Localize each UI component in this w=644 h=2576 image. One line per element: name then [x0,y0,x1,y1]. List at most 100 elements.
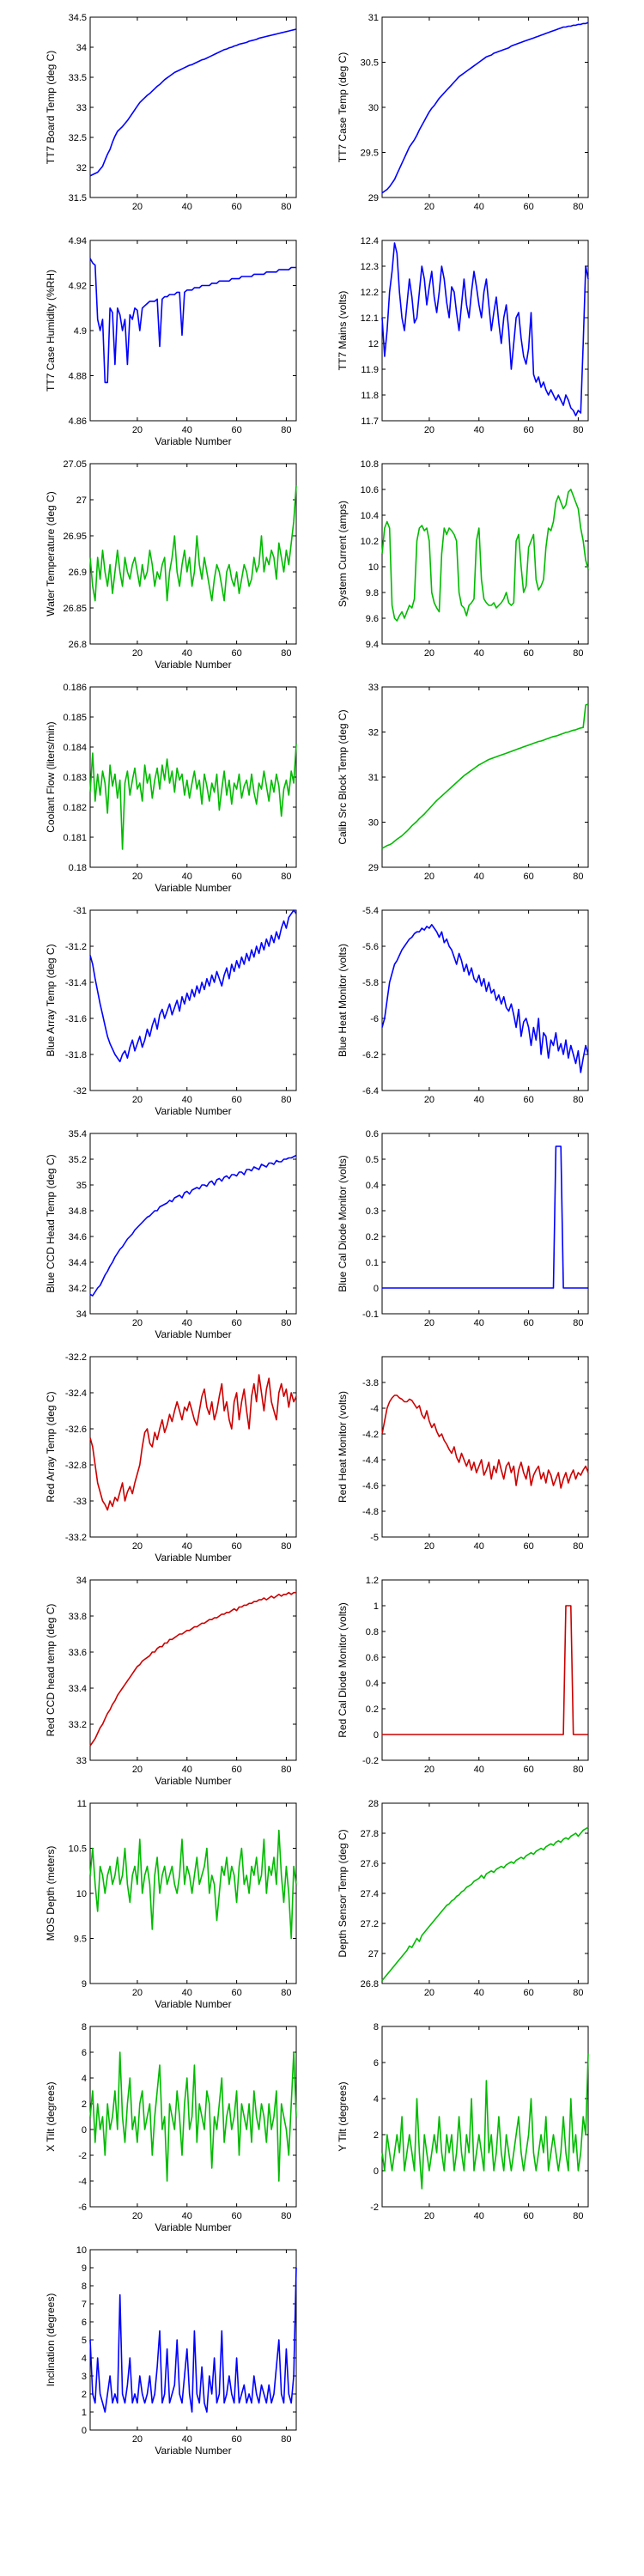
x-tick-label: 80 [573,1765,583,1775]
x-tick-label: 80 [573,648,583,659]
x-tick-label: 80 [573,2211,583,2221]
x-tick-label: 20 [132,1095,143,1105]
x-tick-label: 20 [424,1318,434,1328]
y-tick-label: -4.4 [362,1455,379,1466]
y-tick-label: 0.3 [366,1206,379,1217]
x-tick-label: 60 [523,425,533,435]
y-axis-label: Blue Cal Diode Monitor (volts) [337,1155,349,1291]
series-line [381,703,589,849]
x-tick-label: 20 [132,202,143,212]
x-tick-label: 20 [424,2211,434,2221]
y-tick-label: 0.4 [366,1181,379,1191]
y-tick-label: 27 [76,495,87,506]
chart-panel: -6 -4 -2 0 2 4 6 8 20 40 60 80 Variable Number X Tilt… [45,2022,297,2233]
y-tick-label: 26.8 [69,640,87,650]
y-tick-label: 6 [374,2058,379,2069]
y-tick-label: -6 [370,1014,379,1024]
y-tick-label: 10 [76,2245,87,2256]
plot-frame [89,240,297,422]
y-tick-label: 1 [374,1601,379,1612]
x-tick-label: 40 [182,1318,192,1328]
series-line [89,1154,297,1297]
plot-frame [381,16,589,198]
x-tick-label: 40 [182,1095,192,1105]
y-tick-label: 8 [82,2022,87,2032]
y-tick-label: 10.5 [69,1844,87,1855]
y-tick-label: 26.95 [63,532,87,542]
x-tick-label: 60 [231,1541,241,1552]
y-tick-label: 4.94 [69,236,87,246]
y-tick-label: 0.8 [366,1627,379,1637]
x-axis-label: Variable Number [155,1998,231,2010]
plot-frame [381,909,589,1091]
y-tick-label: 1 [82,2408,87,2418]
chart-panel: 4.86 4.88 4.9 4.92 4.94 20 40 60 80 Variable Numb… [45,236,297,447]
chart-panel: 9 9.5 10 10.5 11 20 40 60 80 Variable Number MOS D… [45,1799,297,2010]
series-line [89,744,297,850]
chart-panel: -0.1 0 0.1 0.2 0.3 0.4 0.5 0.6 20 40 60 80 Blue Cal … [337,1129,589,1328]
y-tick-label: 34.2 [69,1284,87,1294]
y-tick-label: 0 [82,2125,87,2136]
x-tick-label: 80 [281,1765,291,1775]
x-tick-label: 60 [231,1765,241,1775]
y-tick-label: 9.5 [74,1935,87,1945]
chart-panel: -0.2 0 0.2 0.4 0.6 0.8 1 1.2 20 40 60 80 Red Cal Dio… [337,1576,589,1775]
x-axis-label: Variable Number [155,2221,231,2233]
y-tick-label: 34 [76,1309,87,1320]
x-tick-label: 60 [523,1541,533,1552]
y-tick-label: 9.4 [366,640,379,650]
y-tick-label: 34.8 [69,1206,87,1217]
y-tick-label: 12 [368,339,379,349]
y-tick-label: 0 [82,2426,87,2436]
x-tick-label: 80 [281,1988,291,1998]
y-tick-label: 2 [374,2130,379,2141]
y-tick-label: 27.8 [361,1829,379,1839]
y-tick-label: 0.186 [63,683,87,693]
series-line [382,1605,588,1735]
x-tick-label: 40 [474,2211,484,2221]
y-tick-label: 33 [76,1756,87,1766]
y-axis-label: TT7 Case Humidity (%RH) [45,270,57,392]
y-tick-label: 26.85 [63,604,87,614]
y-tick-label: 0.182 [63,803,87,813]
y-axis-label: Blue CCD Head Temp (deg C) [45,1154,57,1292]
x-tick-label: 60 [523,1318,533,1328]
chart-panel: -32 -31.8 -31.6 -31.4 -31.2 -31 20 40 60 80 Variab… [45,906,297,1117]
x-tick-label: 60 [523,872,533,882]
y-tick-label: 33.5 [69,73,87,83]
y-axis-label: TT7 Mains (volts) [337,291,349,371]
y-tick-label: -31.6 [65,1014,87,1024]
y-tick-label: 11.9 [361,365,379,375]
series-line [89,1374,297,1511]
y-tick-label: -3.8 [362,1378,379,1388]
x-tick-label: 80 [281,648,291,659]
plot-frame [89,463,297,645]
y-tick-label: 34 [76,1576,87,1586]
y-tick-label: 29.5 [361,149,379,159]
y-tick-label: 27.4 [361,1889,379,1899]
y-tick-label: 32 [76,163,87,173]
y-tick-label: 0.18 [69,863,87,873]
y-axis-label: Depth Sensor Temp (deg C) [337,1829,349,1957]
x-tick-label: 40 [474,202,484,212]
y-tick-label: -33.2 [65,1533,87,1543]
y-tick-label: 0.2 [366,1232,379,1242]
y-tick-label: -6.4 [362,1086,379,1097]
y-tick-label: 33 [368,683,379,693]
series-line [381,21,589,194]
y-tick-label: -31.8 [65,1050,87,1060]
y-tick-label: 8 [82,2281,87,2292]
series-line [89,2267,297,2413]
y-tick-label: -32 [73,1086,87,1097]
chart-panel: 9.4 9.6 9.8 10 10.2 10.4 10.6 10.8 20 40 60 80 Syste… [337,459,589,659]
series-line [89,909,297,1063]
y-tick-label: 35 [76,1181,87,1191]
x-tick-label: 20 [424,1988,434,1998]
chart-panel: 11.7 11.8 11.9 12 12.1 12.2 12.3 12.4 20 40 60 80 TT… [337,236,589,435]
x-axis-label: Variable Number [155,2445,231,2457]
plot-frame [381,1356,589,1538]
y-tick-label: -6.2 [362,1050,379,1060]
y-tick-label: 0.6 [366,1653,379,1663]
y-tick-label: 0.183 [63,773,87,783]
x-axis-label: Variable Number [155,1552,231,1564]
